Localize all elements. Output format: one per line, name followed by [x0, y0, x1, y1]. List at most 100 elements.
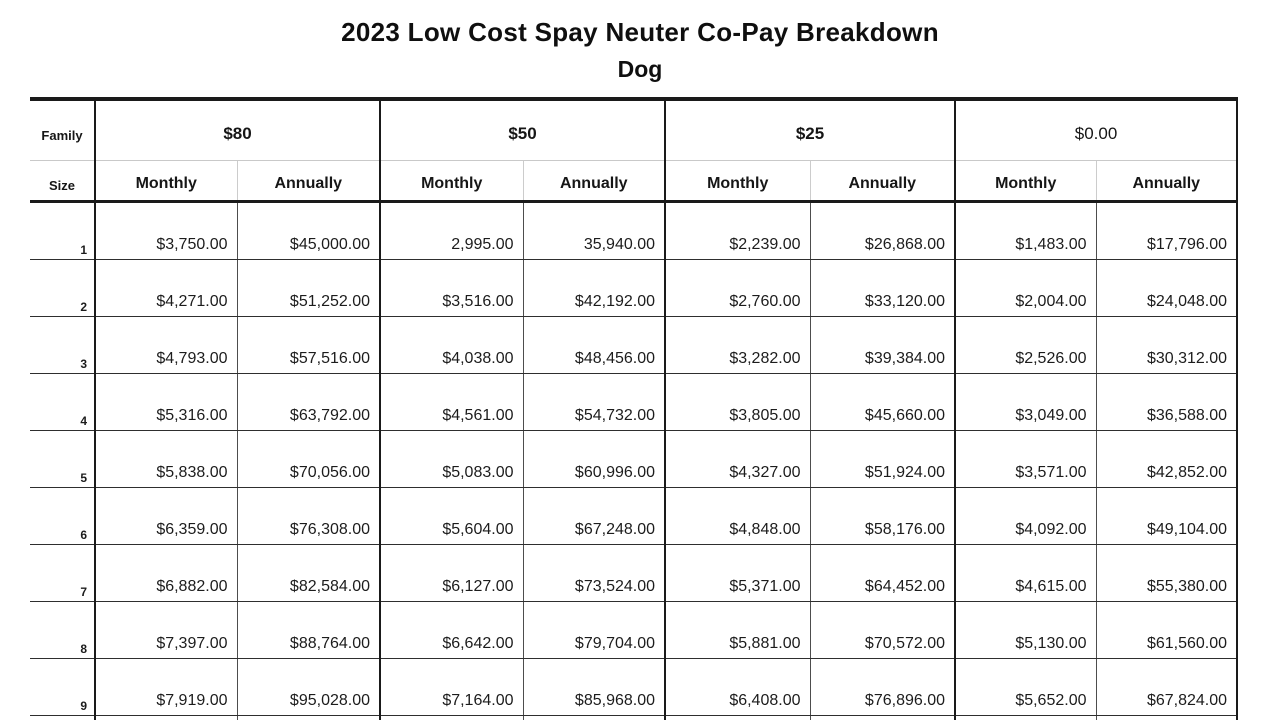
- row-value: $2,004.00: [955, 259, 1097, 317]
- row-value: $57,516.00: [237, 316, 381, 374]
- row-value: $92,244.00: [523, 715, 666, 720]
- row-value: $4,327.00: [665, 430, 811, 488]
- row-value: $45,660.00: [810, 373, 956, 431]
- row-value: $48,456.00: [523, 316, 666, 374]
- row-value: $3,049.00: [955, 373, 1097, 431]
- row-value: $7,397.00: [95, 601, 238, 659]
- row-value: $7,687.00: [380, 715, 524, 720]
- row-value: $79,704.00: [523, 601, 666, 659]
- row-value: $5,652.00: [955, 658, 1097, 716]
- row-size: 10: [30, 715, 96, 720]
- row-value: $24,048.00: [1096, 259, 1239, 317]
- row-size: 3: [30, 316, 96, 374]
- row-value: $70,056.00: [237, 430, 381, 488]
- row-value: $5,130.00: [955, 601, 1097, 659]
- row-value: $8,442.00: [95, 715, 238, 720]
- row-value: $85,968.00: [523, 658, 666, 716]
- group-header-80: $80: [95, 99, 381, 161]
- row-value: $42,192.00: [523, 259, 666, 317]
- table-row: 10 $8,442.00 $101,304.00 $7,687.00 $92,2…: [30, 715, 1239, 720]
- row-value: $2,239.00: [665, 201, 811, 260]
- corner-size-label: Size: [30, 160, 96, 203]
- row-value: $39,384.00: [810, 316, 956, 374]
- row-value: $58,176.00: [810, 487, 956, 545]
- row-value: $4,848.00: [665, 487, 811, 545]
- row-value: $64,452.00: [810, 544, 956, 602]
- row-value: $6,408.00: [665, 658, 811, 716]
- table-row: 3 $4,793.00 $57,516.00 $4,038.00 $48,456…: [30, 316, 1239, 374]
- row-size: 5: [30, 430, 96, 488]
- subheader-annually-50: Annually: [523, 160, 666, 203]
- row-value: $76,896.00: [810, 658, 956, 716]
- row-value: $17,796.00: [1096, 201, 1239, 260]
- row-value: $5,881.00: [665, 601, 811, 659]
- subheader-monthly-50: Monthly: [380, 160, 524, 203]
- row-value: $61,560.00: [1096, 601, 1239, 659]
- row-value: $2,760.00: [665, 259, 811, 317]
- header-sub-row: Size Monthly Annually Monthly Annually M…: [30, 160, 1239, 203]
- group-header-0: $0.00: [955, 99, 1239, 161]
- subheader-monthly-25: Monthly: [665, 160, 811, 203]
- row-value: $5,083.00: [380, 430, 524, 488]
- row-value: $4,561.00: [380, 373, 524, 431]
- table-row: 6 $6,359.00 $76,308.00 $5,604.00 $67,248…: [30, 487, 1239, 545]
- row-size: 9: [30, 658, 96, 716]
- row-value: $73,524.00: [523, 544, 666, 602]
- row-value: $2,526.00: [955, 316, 1097, 374]
- row-size: 6: [30, 487, 96, 545]
- row-value: $7,164.00: [380, 658, 524, 716]
- row-value: $6,359.00: [95, 487, 238, 545]
- page-subtitle: Dog: [617, 56, 663, 82]
- row-value: $30,312.00: [1096, 316, 1239, 374]
- row-value: $6,931.00: [665, 715, 811, 720]
- table-row: 4 $5,316.00 $63,792.00 $4,561.00 $54,732…: [30, 373, 1239, 431]
- row-value: $67,824.00: [1096, 658, 1239, 716]
- row-value: $63,792.00: [237, 373, 381, 431]
- row-value: $5,838.00: [95, 430, 238, 488]
- row-value: $51,252.00: [237, 259, 381, 317]
- row-value: $74,100.00: [1096, 715, 1239, 720]
- table-row: 2 $4,271.00 $51,252.00 $3,516.00 $42,192…: [30, 259, 1239, 317]
- group-header-50: $50: [380, 99, 666, 161]
- table-row: 5 $5,838.00 $70,056.00 $5,083.00 $60,996…: [30, 430, 1239, 488]
- row-value: $42,852.00: [1096, 430, 1239, 488]
- row-value: $6,882.00: [95, 544, 238, 602]
- row-value: $60,996.00: [523, 430, 666, 488]
- table-body: 1 $3,750.00 $45,000.00 2,995.00 35,940.0…: [30, 201, 1239, 720]
- row-value: $1,483.00: [955, 201, 1097, 260]
- row-value: $55,380.00: [1096, 544, 1239, 602]
- row-value: $82,584.00: [237, 544, 381, 602]
- table-row: 7 $6,882.00 $82,584.00 $6,127.00 $73,524…: [30, 544, 1239, 602]
- row-value: $4,092.00: [955, 487, 1097, 545]
- row-value: $6,642.00: [380, 601, 524, 659]
- row-value: $51,924.00: [810, 430, 956, 488]
- row-value: $6,175.00: [955, 715, 1097, 720]
- row-value: $7,919.00: [95, 658, 238, 716]
- table-row: 9 $7,919.00 $95,028.00 $7,164.00 $85,968…: [30, 658, 1239, 716]
- row-value: $26,868.00: [810, 201, 956, 260]
- subheader-annually-80: Annually: [237, 160, 381, 203]
- subheader-annually-0: Annually: [1096, 160, 1239, 203]
- row-value: $6,127.00: [380, 544, 524, 602]
- row-value: $4,038.00: [380, 316, 524, 374]
- row-value: $3,805.00: [665, 373, 811, 431]
- table-row: 8 $7,397.00 $88,764.00 $6,642.00 $79,704…: [30, 601, 1239, 659]
- corner-family-label: Family: [30, 99, 96, 161]
- row-size: 1: [30, 201, 96, 260]
- row-value: $76,308.00: [237, 487, 381, 545]
- row-value: 35,940.00: [523, 201, 666, 260]
- row-value: $3,516.00: [380, 259, 524, 317]
- row-value: $67,248.00: [523, 487, 666, 545]
- row-value: $70,572.00: [810, 601, 956, 659]
- table-row: 1 $3,750.00 $45,000.00 2,995.00 35,940.0…: [30, 201, 1239, 260]
- row-value: $33,120.00: [810, 259, 956, 317]
- row-value: $101,304.00: [237, 715, 381, 720]
- row-value: $88,764.00: [237, 601, 381, 659]
- page-title: 2023 Low Cost Spay Neuter Co-Pay Breakdo…: [341, 17, 939, 47]
- row-value: $4,271.00: [95, 259, 238, 317]
- row-value: $3,571.00: [955, 430, 1097, 488]
- row-value: 2,995.00: [380, 201, 524, 260]
- row-value: $5,371.00: [665, 544, 811, 602]
- row-size: 2: [30, 259, 96, 317]
